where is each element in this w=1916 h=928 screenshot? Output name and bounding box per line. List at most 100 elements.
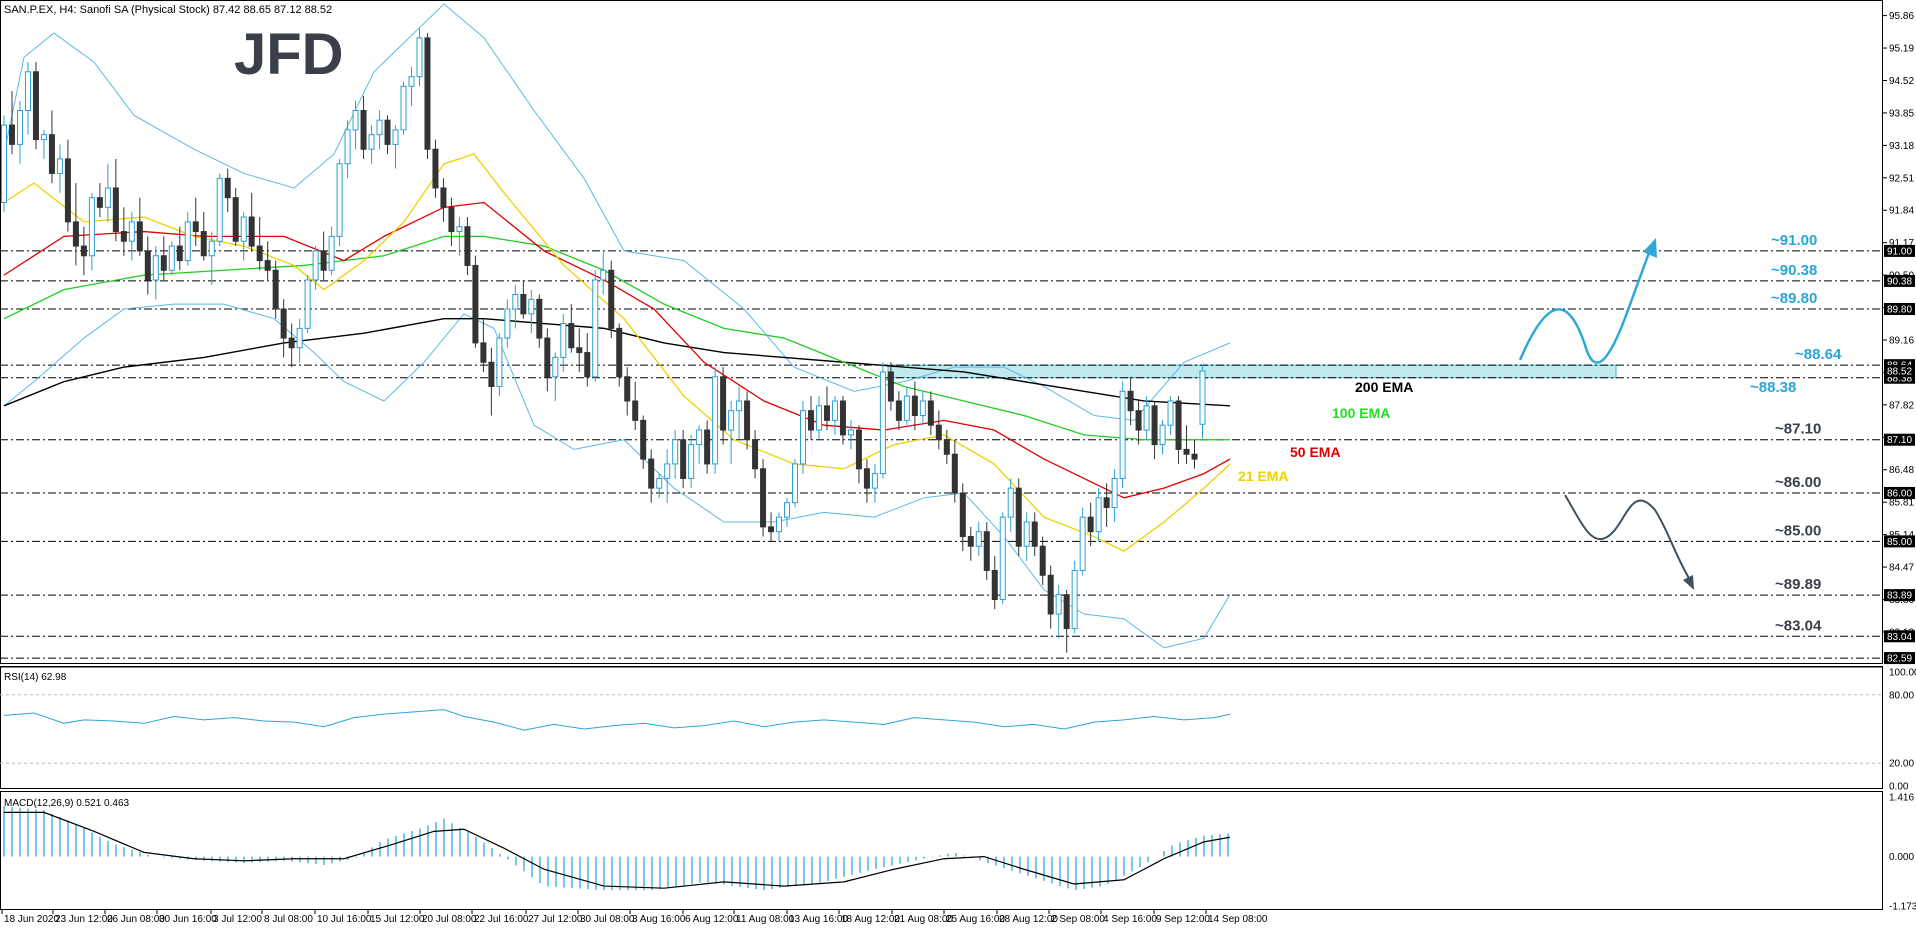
candle-body-up (216, 177, 223, 242)
candle-body-up (392, 129, 399, 145)
candle-body-down (951, 453, 958, 494)
candle-body-down (823, 405, 830, 421)
candle-body-up (975, 531, 982, 547)
time-tick-label: 22 Jul 16:00 (474, 914, 529, 925)
rsi-tick-label: 20.00 (1889, 759, 1914, 770)
candle-body-down (272, 269, 279, 310)
candle-body-up (871, 473, 878, 489)
candle (1039, 536, 1046, 585)
candle-body-down (983, 531, 990, 571)
candle (288, 323, 295, 368)
candle (416, 28, 423, 87)
candle (544, 328, 551, 392)
candle-body-down (232, 197, 239, 242)
price-tick-label: 95.86 (1889, 11, 1914, 22)
candle (680, 430, 687, 489)
candle (728, 400, 735, 464)
candle (400, 81, 407, 135)
candle-body-down (1151, 405, 1158, 446)
candle (312, 246, 319, 290)
candle (264, 241, 271, 280)
rsi-label: RSI(14) 62.98 (4, 672, 67, 683)
candle-body-down (895, 400, 902, 421)
candle (1071, 560, 1078, 634)
candle (648, 449, 655, 503)
candle-body-down (744, 400, 751, 441)
price-tick-label: 91.17 (1889, 238, 1914, 249)
candle-body-up (24, 71, 31, 112)
candle (696, 425, 703, 464)
level-8389-price-box-text: 83.89 (1887, 591, 1912, 602)
candle-body-up (1159, 424, 1166, 446)
candle (895, 391, 902, 431)
candle-body-up (1095, 497, 1102, 533)
candle (216, 173, 223, 247)
candle-body-down (680, 439, 687, 479)
candle (272, 260, 279, 319)
candle (927, 391, 934, 435)
candle (1015, 478, 1022, 556)
candle-body-down (839, 400, 846, 436)
candle-body-up (328, 235, 335, 271)
candle-body-down (288, 337, 295, 349)
candle-body-down (264, 260, 271, 271)
price-tick-label: 91.84 (1889, 206, 1914, 217)
candle-body-down (624, 376, 631, 402)
candle (1183, 425, 1190, 464)
candle-body-up (903, 395, 910, 421)
candle-body-down (616, 327, 623, 378)
candle (1007, 478, 1014, 532)
candle-body-up (344, 129, 351, 165)
horizontal-levels (0, 250, 1883, 659)
candle (592, 270, 599, 382)
candle (951, 439, 958, 503)
candlesticks (1, 28, 1206, 653)
level-8864-label: ~88.64 (1795, 346, 1842, 363)
candle (320, 231, 327, 280)
candle-body-down (959, 492, 966, 538)
candle-body-up (1143, 405, 1150, 431)
candle (440, 178, 447, 222)
candle (448, 197, 455, 247)
candle-body-down (72, 221, 79, 247)
candle-body-up (400, 85, 407, 131)
candle-body-down (32, 71, 39, 141)
candle-body-down (112, 187, 119, 233)
candle (887, 362, 894, 411)
candle-body-up (800, 410, 806, 465)
candle (1047, 565, 1054, 629)
level-91-label: ~91.00 (1771, 232, 1817, 249)
candle (136, 197, 143, 256)
time-tick-label: 13 Aug 16:00 (789, 914, 848, 925)
candle (1159, 420, 1166, 455)
candle (112, 158, 119, 242)
time-tick-label: 9 Sep 12:00 (1156, 914, 1210, 925)
candle-body-up (847, 429, 854, 436)
level-8980-price-box (1884, 303, 1915, 316)
scenario-arrows (1518, 238, 1694, 590)
candle (376, 110, 383, 150)
candle (903, 386, 910, 426)
candle (192, 197, 199, 247)
candle-body-down (1031, 521, 1038, 547)
time-tick-label: 20 Jul 08:00 (422, 914, 477, 925)
candle-body-up (16, 110, 23, 145)
candle (56, 144, 63, 193)
candle (368, 125, 375, 164)
candle-body-up (1079, 516, 1086, 571)
macd-tick-label: 0.000 (1889, 852, 1914, 863)
candle (760, 459, 767, 537)
candle-body-down (1135, 410, 1142, 431)
time-tick-label: 18 Jun 2020 (4, 914, 59, 925)
candle-body-up (1167, 400, 1174, 426)
candle-body-up (736, 400, 743, 412)
candle-body-down (520, 293, 527, 315)
time-tick-label: 26 Jun 08:00 (107, 914, 165, 925)
candle-body-down (1127, 390, 1134, 412)
candle-body-up (1023, 521, 1030, 547)
candle (1023, 512, 1030, 561)
price-tick-label: 95.19 (1889, 44, 1914, 55)
candle-body-up (240, 216, 247, 242)
candle (24, 62, 31, 135)
